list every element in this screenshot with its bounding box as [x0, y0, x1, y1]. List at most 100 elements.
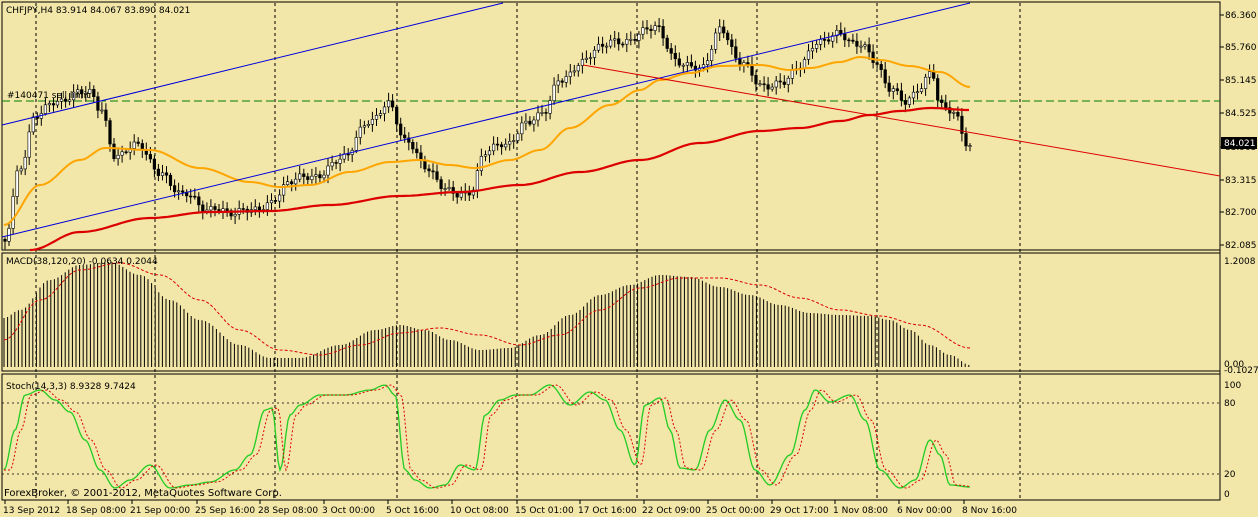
candle-body	[108, 120, 112, 145]
candle-body	[173, 185, 177, 193]
candle-body	[253, 206, 257, 210]
time-axis-label: 15 Oct 01:00	[515, 506, 574, 516]
candle-body	[786, 78, 790, 85]
candle-body	[758, 83, 762, 86]
moving-average-slow	[29, 106, 969, 252]
candle-body	[27, 131, 31, 158]
order-label[interactable]: #140471 sell limit	[7, 91, 90, 101]
candle-body	[120, 151, 124, 156]
candle-body	[136, 141, 140, 144]
candle-body	[225, 208, 229, 211]
candle-body	[790, 69, 794, 79]
candle-body	[936, 78, 940, 101]
candle-body	[306, 176, 310, 180]
candle-body	[701, 64, 706, 69]
candle-body	[536, 112, 540, 121]
candle-body	[47, 103, 51, 106]
candle-body	[818, 39, 823, 45]
candle-body	[661, 26, 665, 39]
candle-body	[806, 50, 811, 60]
candle-body	[855, 40, 859, 47]
candle-body	[584, 57, 588, 60]
stoch-axis-label: 100	[1224, 381, 1241, 391]
candle-body	[164, 172, 169, 176]
candle-body	[653, 25, 657, 31]
candle-body	[314, 174, 318, 177]
candle-body	[508, 141, 512, 145]
candle-body	[43, 104, 47, 114]
candle-body	[617, 38, 621, 45]
candle-body	[645, 27, 649, 30]
candle-body	[552, 84, 556, 101]
candle-body	[152, 158, 157, 170]
candle-body	[835, 29, 839, 37]
candle-body	[427, 168, 431, 172]
candle-body	[55, 101, 60, 106]
candle-body	[621, 43, 625, 46]
candle-body	[956, 112, 960, 117]
candle-body	[132, 141, 136, 149]
candle-body	[447, 187, 451, 189]
time-axis-label: 18 Sep 08:00	[66, 506, 126, 516]
stoch-axis-label: 80	[1224, 399, 1236, 409]
candle-body	[911, 91, 916, 99]
candle-body	[273, 200, 278, 202]
candle-body	[524, 120, 528, 124]
candle-body	[76, 89, 80, 93]
candle-body	[499, 144, 504, 148]
time-axis-label: 3 Oct 00:00	[322, 506, 375, 516]
candle-body	[378, 113, 383, 116]
candle-body	[734, 46, 738, 59]
candle-body	[358, 126, 362, 138]
candle-body	[822, 39, 827, 41]
price-axis-label: 86.360	[1225, 11, 1257, 21]
candle-body	[548, 100, 552, 114]
candle-body	[374, 115, 379, 120]
candle-body	[298, 173, 302, 180]
candle-body	[847, 39, 851, 42]
candle-body	[851, 39, 855, 42]
candle-body	[814, 43, 819, 49]
candle-body	[112, 143, 116, 159]
candle-body	[863, 44, 867, 47]
candle-body	[189, 195, 193, 198]
current-price-label: 84.021	[1224, 139, 1256, 149]
candle-body	[318, 174, 322, 179]
candle-body	[483, 154, 488, 157]
candle-body	[92, 89, 96, 98]
candle-body	[88, 89, 92, 94]
candle-body	[177, 190, 181, 193]
time-axis-label: 22 Oct 09:00	[642, 506, 701, 516]
candle-body	[415, 148, 419, 154]
symbol-header: CHFJPY,H4 83.914 84.067 83.890 84.021	[6, 6, 190, 16]
candle-body	[689, 62, 693, 67]
candle-body	[366, 124, 371, 126]
candle-body	[51, 103, 56, 106]
time-axis-label: 8 Nov 16:00	[962, 506, 1017, 516]
candle-body	[915, 91, 920, 93]
candle-body	[285, 181, 290, 185]
candle-body	[213, 206, 217, 210]
macd-signal-line	[3, 262, 971, 356]
candle-body	[390, 100, 395, 108]
candle-body	[520, 122, 524, 135]
candle-body	[23, 157, 27, 170]
stoch-axis-label: 0	[1224, 490, 1230, 500]
candle-body	[568, 71, 572, 77]
candle-body	[867, 44, 871, 53]
candle-body	[399, 123, 403, 136]
time-axis-label: 17 Oct 16:00	[578, 506, 637, 516]
candle-body	[746, 62, 750, 65]
candle-body	[181, 190, 185, 193]
candle-body	[382, 106, 387, 114]
candle-body	[479, 156, 484, 171]
candle-body	[859, 45, 863, 48]
price-axis-label: 85.760	[1225, 43, 1257, 53]
candle-body	[633, 39, 637, 41]
candle-body	[156, 168, 161, 176]
candle-body	[294, 178, 298, 185]
candle-body	[334, 162, 338, 164]
candle-body	[895, 88, 899, 92]
candle-body	[927, 71, 932, 78]
